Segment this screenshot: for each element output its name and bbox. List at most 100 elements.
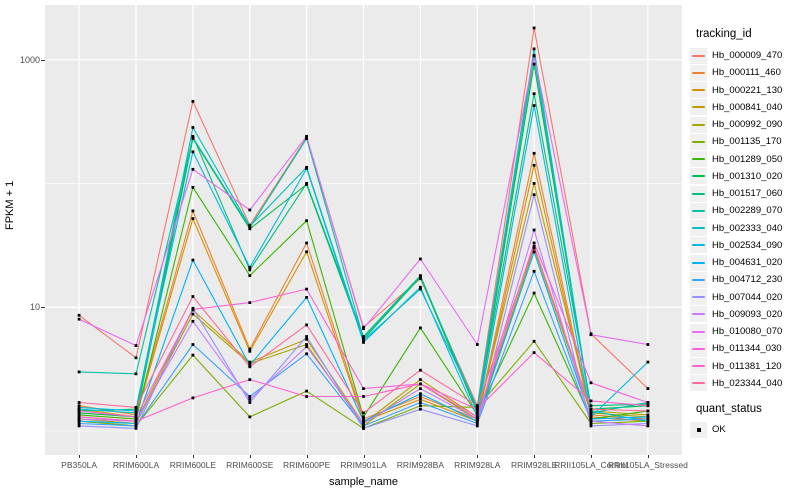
data-point (419, 398, 422, 401)
data-point (191, 100, 195, 103)
data-point (248, 360, 252, 364)
data-point (77, 370, 81, 374)
data-point (134, 409, 138, 413)
data-point (532, 351, 536, 354)
data-point (646, 417, 650, 421)
data-point (191, 136, 195, 139)
legend-item-label: Hb_001310_020 (712, 170, 783, 182)
data-point (191, 396, 195, 400)
data-point (77, 419, 81, 423)
data-point (646, 343, 650, 346)
legend-item-Hb_000009_470: Hb_000009_470 (690, 47, 800, 64)
data-point (248, 347, 252, 351)
data-point (191, 319, 195, 323)
data-point (191, 209, 195, 213)
data-point (362, 424, 365, 428)
line-key-icon (690, 151, 707, 168)
legend-title-tracking-id: tracking_id (696, 28, 752, 40)
data-point (419, 326, 422, 330)
data-point (362, 337, 365, 340)
legend-item-Hb_010080_070: Hb_010080_070 (690, 323, 800, 340)
data-point (475, 419, 479, 423)
legend-item-label: Hb_002534_090 (712, 239, 783, 251)
data-point (248, 265, 252, 269)
line-key-icon (690, 47, 707, 64)
line-key-icon (690, 99, 707, 116)
data-point (646, 422, 650, 425)
data-point (362, 415, 365, 419)
data-point (532, 241, 536, 245)
data-point (305, 337, 308, 341)
data-point (248, 301, 252, 304)
x-tick-mark (79, 455, 81, 458)
data-point (532, 104, 536, 107)
data-point (532, 193, 536, 197)
data-point (191, 308, 195, 311)
data-point (419, 368, 422, 372)
data-point (532, 245, 536, 248)
data-point (475, 407, 479, 411)
legend-item-label: Hb_004631_020 (712, 257, 783, 269)
data-point (532, 62, 536, 66)
legend-item-label: Hb_009093_020 (712, 308, 783, 320)
line-key-icon (690, 168, 707, 185)
plot-canvas (45, 5, 682, 455)
data-point (532, 26, 536, 30)
data-point (77, 401, 81, 404)
x-tick-mark (477, 455, 479, 458)
legend-item-ok: OK (690, 421, 800, 438)
legend-item-Hb_023344_040: Hb_023344_040 (690, 375, 800, 392)
data-point (646, 404, 650, 408)
y-tick-mark (41, 59, 45, 61)
y-tick-label: 10 (29, 302, 40, 313)
x-tick-label: RRIM600SE (226, 460, 274, 470)
legend-item-Hb_007044_020: Hb_007044_020 (690, 289, 800, 306)
x-tick-mark (647, 455, 649, 458)
data-point (646, 402, 650, 406)
legend-item-Hb_001517_060: Hb_001517_060 (690, 185, 800, 202)
data-point (419, 392, 422, 396)
data-point (248, 415, 252, 419)
data-point (589, 415, 593, 419)
legend-title-quant-status: quant_status (696, 403, 762, 415)
data-point (419, 387, 422, 390)
data-point (77, 424, 81, 428)
x-tick-label: RRIM901LA (340, 460, 387, 470)
data-point (532, 54, 536, 57)
data-point (134, 407, 138, 411)
data-point (362, 341, 365, 344)
legend-item-label: Hb_011381_120 (712, 360, 782, 372)
line-key-icon (690, 289, 707, 306)
x-tick-label: RRIM600LE (169, 460, 217, 470)
data-point (248, 395, 252, 398)
data-point (589, 409, 593, 413)
line-key-icon (690, 254, 707, 271)
y-axis-title: FPKM + 1 (4, 180, 16, 230)
legend-item-label: Hb_007044_020 (712, 291, 783, 303)
line-key-icon (690, 220, 707, 237)
data-point (191, 295, 195, 298)
data-point (362, 395, 365, 398)
legend-item-Hb_011344_030: Hb_011344_030 (690, 340, 800, 357)
x-tick-label: RRIM928LE (510, 460, 558, 470)
x-tick-mark (136, 455, 137, 458)
data-point (77, 413, 81, 417)
x-tick-mark (591, 455, 592, 458)
data-point (77, 404, 81, 408)
data-point (646, 413, 650, 417)
data-point (191, 258, 195, 262)
data-point (646, 415, 650, 419)
data-point (134, 419, 138, 423)
data-point (134, 417, 138, 421)
data-point (362, 422, 365, 425)
data-point (248, 349, 252, 353)
legend-item-Hb_011381_120: Hb_011381_120 (690, 358, 800, 375)
x-tick-mark (192, 455, 194, 458)
data-point (589, 417, 593, 421)
data-point (475, 409, 479, 413)
x-tick-label: RRIM600PE (283, 460, 331, 470)
data-point (419, 287, 422, 291)
data-point (589, 419, 593, 423)
legend-item-Hb_000111_460: Hb_000111_460 (690, 64, 800, 81)
